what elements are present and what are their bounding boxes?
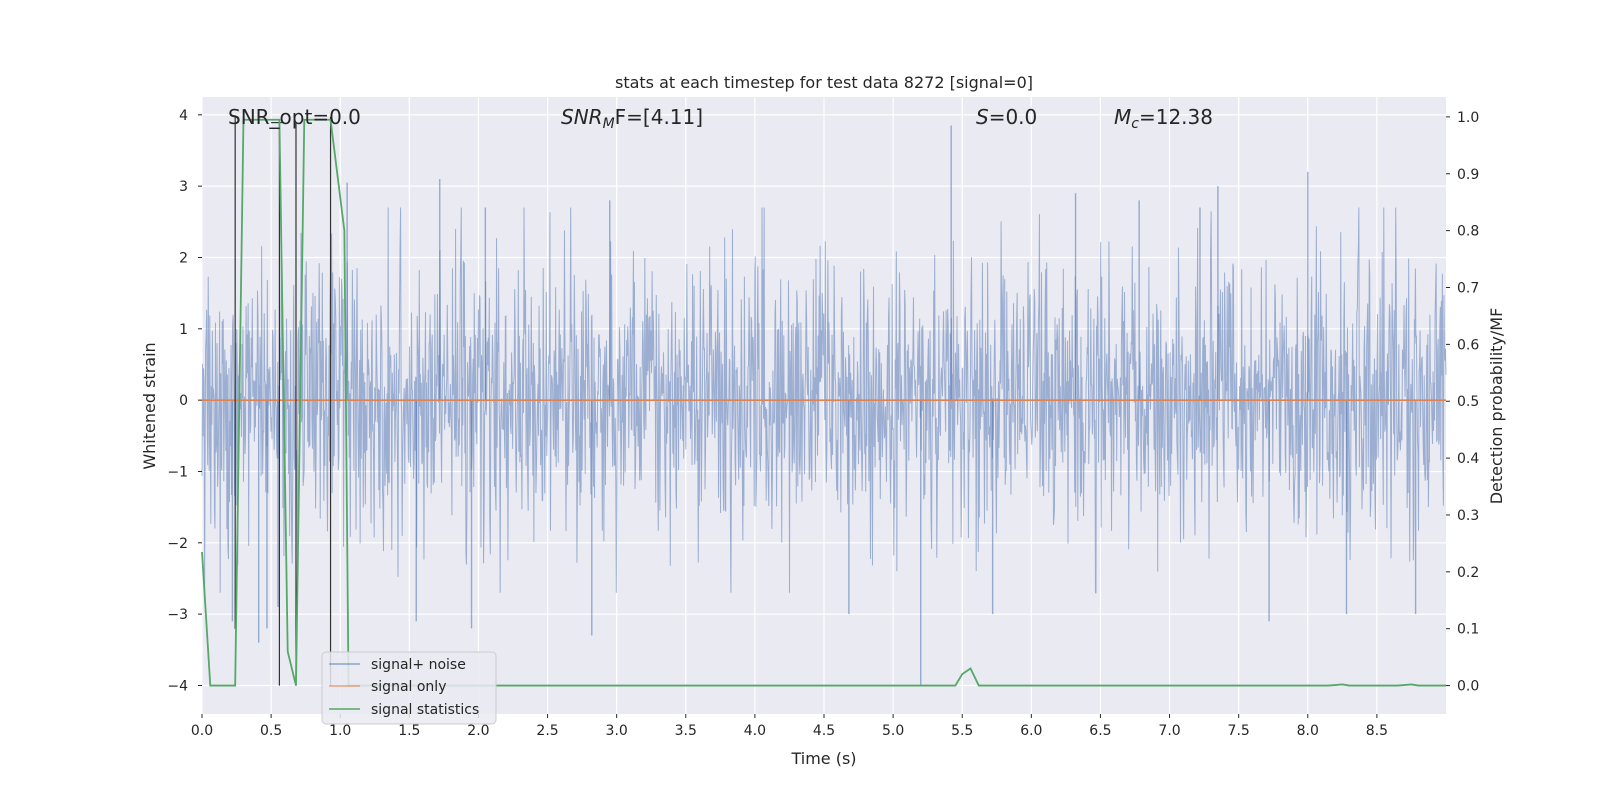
x-tick-label: 0.5 bbox=[260, 723, 282, 739]
y-left-tick-label: −3 bbox=[167, 607, 188, 623]
y-left-tick-label: 4 bbox=[179, 108, 188, 124]
annotation-s: S=0.0 bbox=[976, 105, 1037, 129]
x-tick-label: 2.5 bbox=[536, 723, 558, 739]
annotation-mc: Mc=12.38 bbox=[1114, 105, 1213, 132]
annotation-snr-mf-rest: F=[4.11] bbox=[615, 105, 703, 129]
y-left-tick-label: 3 bbox=[179, 179, 188, 195]
y-right-tick-label: 0.7 bbox=[1457, 281, 1479, 297]
legend-entry-signal-only: signal only bbox=[371, 679, 446, 695]
x-tick-label: 3.5 bbox=[675, 723, 697, 739]
y-right-tick-label: 0.0 bbox=[1457, 679, 1479, 695]
x-tick-label: 4.5 bbox=[813, 723, 835, 739]
annotation-snr-mf-main: SNR bbox=[561, 105, 603, 129]
y-left-ticks: −4 −3 −2 −1 0 1 2 3 4 bbox=[167, 108, 202, 694]
chart-title: stats at each timestep for test data 827… bbox=[615, 73, 1033, 92]
legend-box bbox=[321, 651, 497, 725]
y-right-tick-label: 1.0 bbox=[1457, 110, 1479, 126]
y-right-tick-label: 0.6 bbox=[1457, 337, 1479, 353]
x-axis-label: Time (s) bbox=[790, 749, 856, 768]
y-right-tick-label: 0.8 bbox=[1457, 224, 1479, 240]
x-tick-label: 5.0 bbox=[882, 723, 904, 739]
plot-overlay bbox=[201, 116, 1446, 687]
x-tick-label: 2.0 bbox=[467, 723, 489, 739]
y-right-tick-label: 0.1 bbox=[1457, 622, 1479, 638]
x-tick-label: 6.0 bbox=[1020, 723, 1042, 739]
annotation-mc-value: =12.38 bbox=[1139, 105, 1213, 129]
y-right-tick-label: 0.2 bbox=[1457, 565, 1479, 581]
annotation-snr-opt: SNR_opt=0.0 bbox=[228, 105, 361, 129]
x-tick-label: 1.5 bbox=[398, 723, 420, 739]
legend-entry-signal-noise: signal+ noise bbox=[371, 657, 466, 673]
x-tick-label: 8.5 bbox=[1366, 723, 1388, 739]
y-right-tick-label: 0.5 bbox=[1457, 394, 1479, 410]
x-tick-label: 4.0 bbox=[744, 723, 766, 739]
y-left-tick-label: −2 bbox=[167, 536, 188, 552]
y-right-tick-label: 0.9 bbox=[1457, 167, 1479, 183]
y-right-tick-label: 0.4 bbox=[1457, 451, 1479, 467]
y-left-tick-label: 1 bbox=[179, 322, 188, 338]
series-signal-statistics-line bbox=[201, 118, 1446, 687]
annotation-s-symbol: S bbox=[976, 105, 989, 129]
annotation-snr-mf-sub: M bbox=[603, 116, 615, 132]
x-tick-label: 7.0 bbox=[1158, 723, 1180, 739]
x-tick-label: 8.0 bbox=[1297, 723, 1319, 739]
series-signal-noise-line bbox=[201, 207, 1447, 594]
x-tick-label: 3.0 bbox=[606, 723, 628, 739]
x-tick-label: 7.5 bbox=[1228, 723, 1250, 739]
y-axis-right-label: Detection probability/MF bbox=[1487, 308, 1506, 505]
x-tick-label: 1.0 bbox=[329, 723, 351, 739]
annotation-s-value: =0.0 bbox=[989, 105, 1038, 129]
y-left-tick-label: −1 bbox=[167, 464, 188, 480]
annotation-snr-mf: SNRMF=[4.11] bbox=[561, 105, 703, 132]
y-left-tick-label: −4 bbox=[167, 678, 188, 694]
legend-entry-signal-statistics: signal statistics bbox=[371, 702, 479, 718]
x-tick-label: 0.0 bbox=[191, 723, 213, 739]
y-axis-left-label: Whitened strain bbox=[140, 342, 159, 469]
x-tick-label: 6.5 bbox=[1089, 723, 1111, 739]
x-tick-label: 5.5 bbox=[951, 723, 973, 739]
y-left-tick-label: 0 bbox=[179, 393, 188, 409]
y-right-ticks: 0.0 0.1 0.2 0.3 0.4 0.5 0.6 0.7 0.8 0.9 1.0 bbox=[1446, 110, 1479, 695]
annotation-mc-symbol: M bbox=[1114, 105, 1131, 129]
plot-area bbox=[201, 125, 1447, 686]
x-ticks: 0.0 0.5 1.0 1.5 2.0 2.5 3.0 3.5 4.0 4.5 5.0 5.5 6.0 6… bbox=[191, 714, 1388, 739]
y-right-tick-label: 0.3 bbox=[1457, 508, 1479, 524]
legend: signal+ noise signal only signal statist… bbox=[321, 651, 497, 725]
annotation-mc-sub: c bbox=[1131, 116, 1139, 132]
y-left-tick-label: 2 bbox=[179, 250, 188, 266]
